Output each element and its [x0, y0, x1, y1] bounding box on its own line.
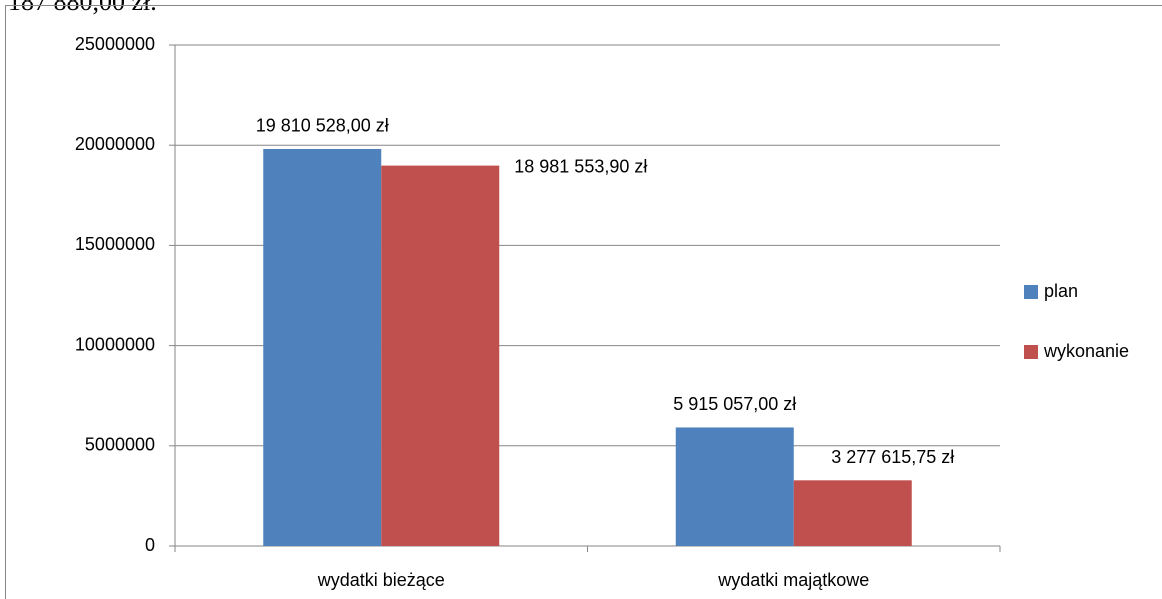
bar: [381, 165, 500, 546]
x-tick-label: wydatki majątkowe: [717, 570, 869, 590]
legend-swatch: [1024, 345, 1038, 359]
data-label: 18 981 553,90 zł: [514, 156, 647, 176]
x-tick-label: wydatki bieżące: [317, 570, 445, 590]
y-tick-label: 0: [145, 535, 155, 555]
chart-frame: [5, 5, 1162, 599]
bar: [675, 427, 794, 546]
legend-label: plan: [1044, 281, 1078, 301]
y-tick-label: 10000000: [75, 334, 155, 354]
data-label: 5 915 057,00 zł: [673, 394, 796, 414]
legend-swatch: [1024, 285, 1038, 299]
data-label: 3 277 615,75 zł: [831, 447, 954, 467]
y-tick-label: 15000000: [75, 234, 155, 254]
bar: [793, 480, 912, 546]
y-tick-label: 5000000: [85, 435, 155, 455]
cropped-text: 187 880,00 zł.: [8, 0, 157, 16]
legend-label: wykonanie: [1043, 341, 1129, 361]
y-tick-label: 25000000: [75, 34, 155, 54]
bar: [263, 148, 382, 547]
data-label: 19 810 528,00 zł: [256, 116, 389, 136]
y-tick-label: 20000000: [75, 134, 155, 154]
